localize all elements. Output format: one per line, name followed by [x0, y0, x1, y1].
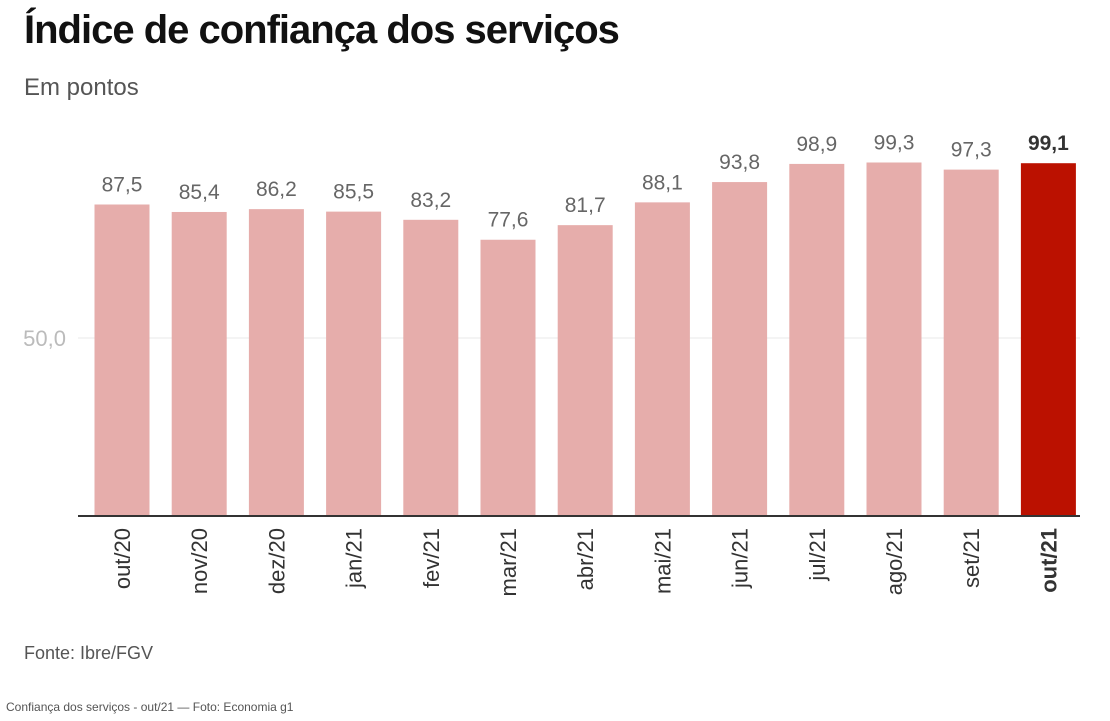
bar-jan-21 [326, 211, 382, 516]
image-caption: Confiança dos serviços - out/21 — Foto: … [6, 700, 294, 714]
x-tick-label-1: nov/20 [187, 528, 212, 594]
source-note: Fonte: Ibre/FGV [24, 643, 154, 663]
value-label-0: 87,5 [102, 174, 143, 197]
x-tick-label-2: dez/20 [264, 528, 289, 594]
bar-ago-21 [866, 162, 922, 516]
value-label-10: 99,3 [874, 131, 915, 154]
page-subtitle: Em pontos [24, 74, 139, 101]
bar-chart: 50,0 87,5 out/20 85,4 nov/20 86,2 dez/20 85,5 ja… [23, 131, 1080, 596]
bar-nov-20 [171, 211, 227, 516]
bar-set-21 [943, 169, 999, 516]
value-label-12: 99,1 [1028, 132, 1069, 155]
x-tick-label-5: mar/21 [496, 528, 521, 596]
bar-dez-20 [248, 209, 304, 517]
value-label-2: 86,2 [256, 178, 297, 201]
value-label-9: 98,9 [796, 133, 837, 156]
x-tick-label-9: jul/21 [805, 528, 830, 582]
x-tick-label-11: set/21 [959, 528, 984, 588]
bar-out-21 [1020, 163, 1076, 517]
value-label-5: 77,6 [488, 209, 529, 232]
bar-abr-21 [557, 225, 613, 516]
value-label-6: 81,7 [565, 194, 606, 217]
value-label-4: 83,2 [410, 189, 451, 212]
bar-out-20 [94, 204, 150, 516]
bar-mai-21 [634, 202, 690, 516]
y-tick-label-0: 50,0 [23, 326, 66, 351]
x-tick-label-4: fev/21 [419, 528, 444, 588]
value-label-8: 93,8 [719, 151, 760, 174]
x-tick-label-3: jan/21 [342, 528, 367, 589]
x-tick-label-10: ago/21 [882, 528, 907, 595]
value-label-7: 88,1 [642, 171, 683, 194]
page-title: Índice de confiança dos serviços [24, 8, 620, 52]
x-tick-label-6: abr/21 [573, 528, 598, 590]
x-tick-label-12: out/21 [1036, 528, 1061, 593]
bar-jul-21 [789, 163, 845, 516]
x-tick-label-8: jun/21 [728, 528, 753, 589]
value-label-1: 85,4 [179, 181, 220, 204]
x-tick-label-0: out/20 [110, 528, 135, 589]
value-label-11: 97,3 [951, 139, 992, 162]
x-tick-label-7: mai/21 [650, 528, 675, 594]
bar-mar-21 [480, 239, 536, 516]
value-label-3: 85,5 [333, 181, 374, 204]
bar-jun-21 [712, 182, 768, 516]
bar-fev-21 [403, 219, 459, 517]
